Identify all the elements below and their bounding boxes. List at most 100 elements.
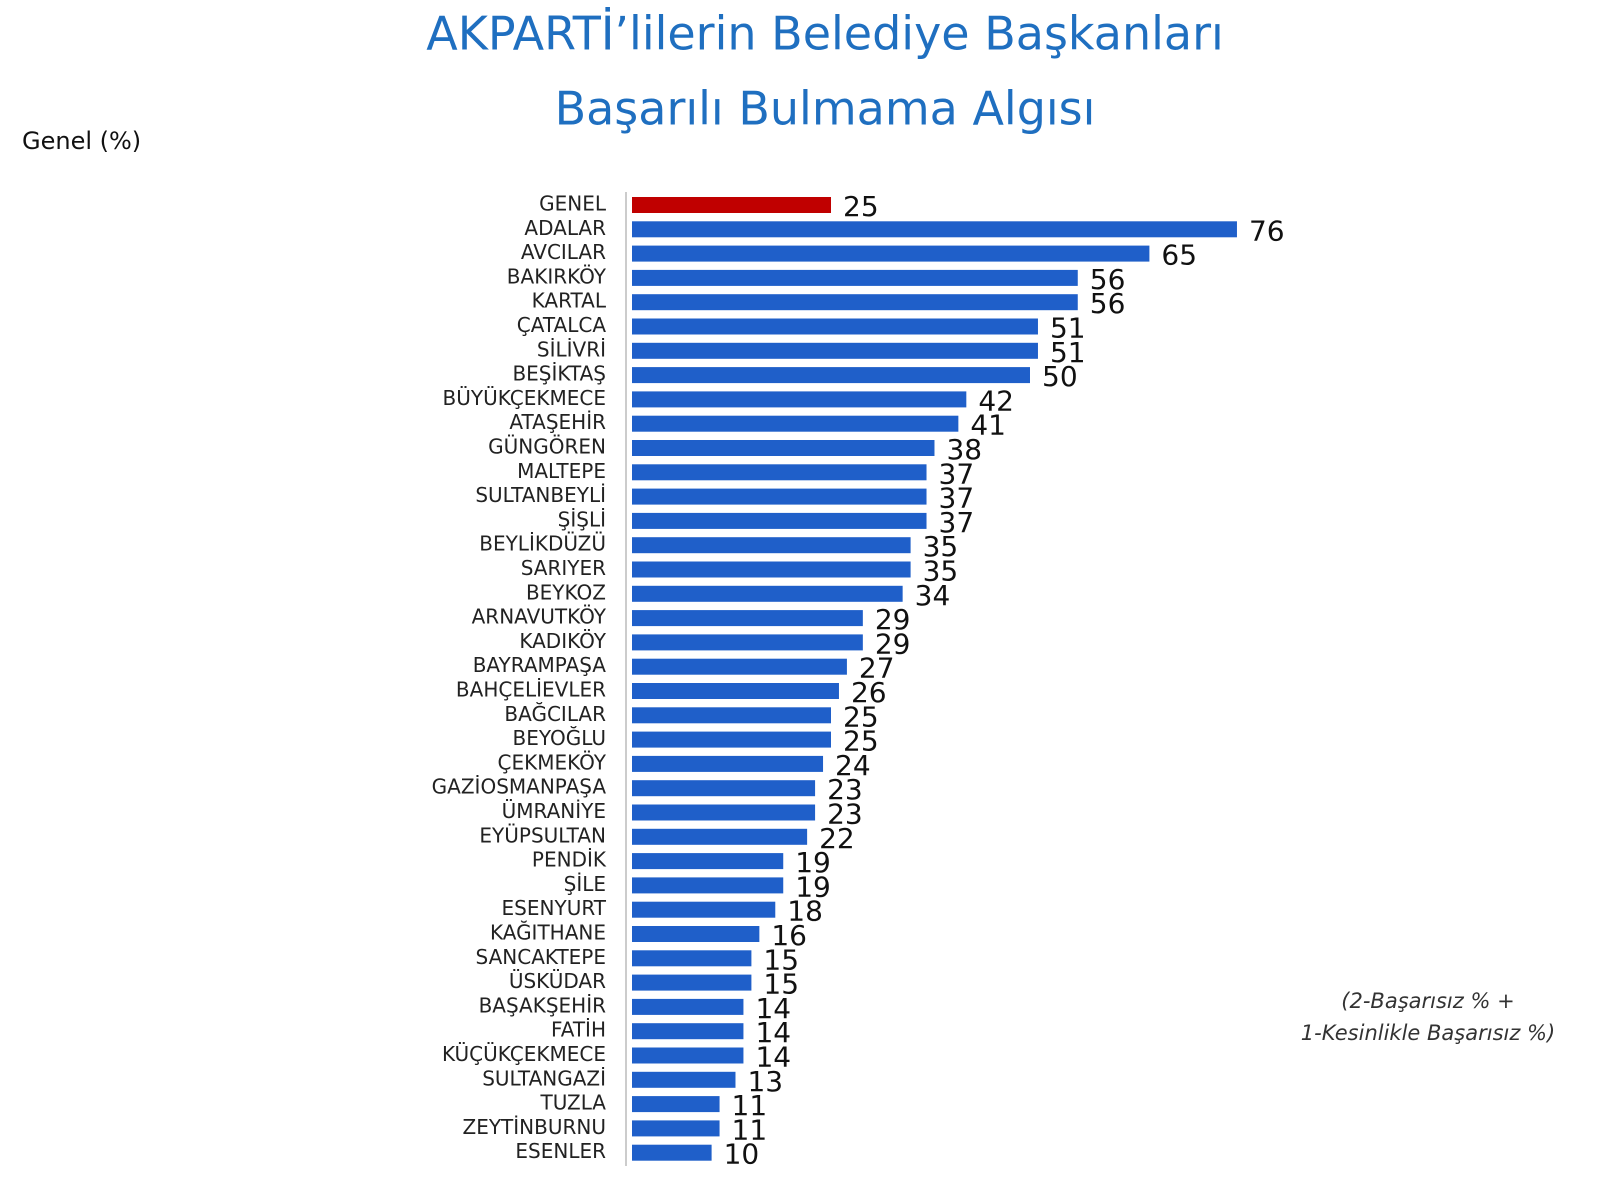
- bar: [632, 658, 847, 675]
- category-label: ADALAR: [524, 216, 606, 240]
- bar: [632, 221, 1237, 238]
- bar: [632, 342, 1038, 359]
- value-label: 51: [1050, 312, 1086, 345]
- bar: [632, 488, 927, 505]
- value-label: 56: [1090, 287, 1126, 320]
- category-label: KARTAL: [532, 289, 607, 313]
- note: (2-Başarısız % +: [1341, 989, 1514, 1013]
- value-label: 25: [843, 700, 879, 733]
- bar: [632, 269, 1078, 286]
- category-label: BEŞİKTAŞ: [512, 362, 606, 386]
- value-label: 10: [724, 1138, 760, 1171]
- value-label: 27: [859, 652, 895, 685]
- value-label: 13: [747, 1065, 783, 1098]
- bar: [632, 561, 911, 578]
- value-label: 11: [732, 1113, 768, 1146]
- category-label: ZEYTİNBURNU: [463, 1115, 607, 1139]
- bar: [632, 731, 831, 748]
- category-label: BÜYÜKÇEKMECE: [443, 386, 606, 410]
- category-label: ESENLER: [515, 1139, 606, 1163]
- bar: [632, 1071, 736, 1088]
- value-label: 29: [875, 603, 911, 636]
- category-label: BAHÇELİEVLER: [456, 678, 606, 702]
- category-label: GÜNGÖREN: [488, 435, 606, 459]
- value-label: 25: [843, 725, 879, 758]
- category-label: BEYOĞLU: [512, 726, 606, 750]
- bar: [632, 1047, 744, 1064]
- bar: [632, 755, 824, 772]
- value-label: 19: [795, 870, 831, 903]
- category-label: BAYRAMPAŞA: [473, 653, 607, 677]
- bar: [632, 998, 744, 1015]
- bar: [632, 1023, 744, 1040]
- category-label: TUZLA: [540, 1091, 607, 1115]
- value-label: 35: [923, 530, 959, 563]
- value-label: 37: [939, 457, 975, 490]
- bar: [632, 245, 1150, 262]
- category-label: SULTANGAZİ: [482, 1066, 606, 1090]
- bar: [632, 294, 1078, 311]
- category-label: BAKIRKÖY: [507, 264, 607, 288]
- bar: [632, 683, 839, 699]
- category-label: SULTANBEYLİ: [475, 483, 606, 507]
- category-label: ÇATALCA: [517, 313, 607, 337]
- value-label: 56: [1090, 263, 1126, 296]
- value-label: 41: [970, 409, 1006, 442]
- bar: [632, 974, 752, 991]
- bar: [632, 415, 959, 432]
- chart-title: Başarılı Bulmama Algısı: [555, 82, 1096, 136]
- category-label: ÇEKMEKÖY: [498, 750, 607, 774]
- value-label: 38: [946, 433, 982, 466]
- value-label: 42: [978, 384, 1014, 417]
- category-label: ÜSKÜDAR: [509, 969, 606, 993]
- value-label: 15: [763, 943, 799, 976]
- category-label: GAZİOSMANPAŞA: [432, 775, 607, 799]
- category-label: MALTEPE: [517, 459, 606, 483]
- bar: [632, 877, 784, 894]
- bar: [632, 853, 784, 870]
- bar: [632, 901, 776, 918]
- bar: [632, 318, 1038, 335]
- bar: [632, 926, 760, 942]
- bar: [632, 804, 816, 821]
- value-label: 26: [851, 676, 887, 709]
- value-label: 37: [939, 482, 975, 515]
- category-label: AVCILAR: [521, 240, 606, 264]
- value-label: 35: [923, 555, 959, 588]
- category-label: SİLİVRİ: [537, 337, 606, 361]
- bar: [632, 512, 927, 529]
- category-label: SARIYER: [521, 556, 606, 580]
- value-label: 65: [1161, 239, 1197, 272]
- category-label: FATİH: [551, 1018, 606, 1042]
- value-label: 23: [827, 798, 863, 831]
- category-label: ESENYURT: [502, 896, 607, 920]
- value-label: 76: [1249, 214, 1285, 247]
- value-label: 14: [755, 992, 791, 1025]
- subtitle: Genel (%): [22, 127, 141, 155]
- value-label: 14: [755, 1041, 791, 1074]
- category-label: KADIKÖY: [519, 629, 606, 653]
- category-label: ATAŞEHİR: [509, 410, 606, 434]
- value-label: 11: [732, 1089, 768, 1122]
- bar: [632, 707, 831, 724]
- bar: [632, 610, 863, 627]
- bar: [632, 634, 863, 651]
- bar: [632, 780, 816, 797]
- category-label: ARNAVUTKÖY: [472, 605, 607, 629]
- bar: [632, 1096, 720, 1113]
- value-label: 18: [787, 895, 823, 928]
- bar: [632, 537, 911, 554]
- bar: [632, 464, 927, 481]
- category-label: ŞİLE: [564, 872, 606, 896]
- value-label: 34: [915, 579, 951, 612]
- bar: [632, 391, 967, 408]
- value-label: 29: [875, 627, 911, 660]
- bar: [632, 828, 808, 845]
- bar: [632, 950, 752, 967]
- category-label: KÜÇÜKÇEKMECE: [442, 1042, 606, 1066]
- category-label: BAĞCILAR: [504, 702, 606, 726]
- category-label: SANCAKTEPE: [476, 945, 606, 969]
- category-label: BEYLİKDÜZÜ: [479, 532, 606, 556]
- value-label: 24: [835, 749, 871, 782]
- bar: [632, 367, 1030, 384]
